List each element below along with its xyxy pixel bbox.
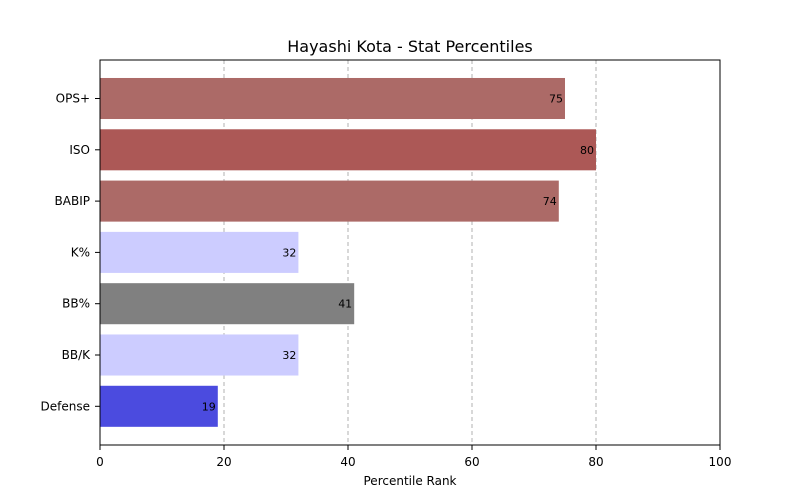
y-tick-label: ISO [69,143,90,157]
bar [100,283,355,325]
bar-value-label: 19 [202,400,216,413]
x-tick-label: 80 [588,455,603,469]
x-tick-label: 60 [464,455,479,469]
bar-value-label: 32 [282,349,296,362]
y-axis: OPS+ ISO BABIP K% BB% BB/K Defense [41,92,100,413]
bar [100,231,299,273]
bar [100,77,565,120]
bar [100,129,596,171]
bars: 75 80 74 32 41 32 19 [100,77,596,427]
bar [100,385,218,427]
y-tick-label: K% [71,245,90,259]
x-axis-label: Percentile Rank [364,474,457,488]
x-tick-label: 40 [340,455,355,469]
bar-value-label: 32 [282,246,296,259]
bar [100,180,559,222]
y-tick-label: BABIP [55,194,90,208]
y-tick-label: OPS+ [56,92,90,106]
bar-value-label: 80 [580,144,594,157]
x-tick-label: 20 [216,455,231,469]
chart-title: Hayashi Kota - Stat Percentiles [287,37,533,56]
bar-value-label: 74 [543,195,557,208]
bar-value-label: 41 [338,298,352,311]
y-tick-label: Defense [41,399,90,413]
x-tick-label: 0 [96,455,104,469]
bar [100,334,299,376]
bar-value-label: 75 [549,93,563,106]
x-tick-label: 100 [709,455,732,469]
y-tick-label: BB% [62,297,90,311]
x-axis: 0 20 40 60 80 100 [96,445,731,469]
y-tick-label: BB/K [62,348,92,362]
